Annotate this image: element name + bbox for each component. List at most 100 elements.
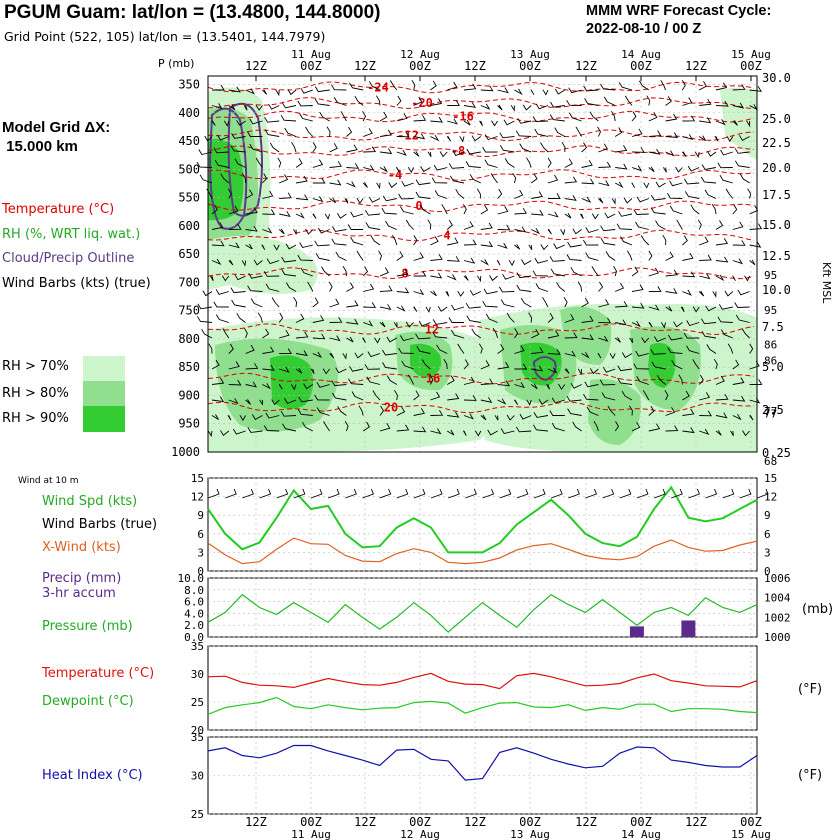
wind-barb: [514, 363, 528, 370]
height-tick-label: 20.0: [762, 161, 791, 175]
surface-wind-barb: [619, 488, 632, 499]
wind-barb: [365, 222, 381, 230]
wind-barb: [230, 145, 246, 153]
wind-barb: [215, 314, 229, 323]
wind-barb: [516, 272, 532, 279]
wind-barb: [255, 157, 263, 168]
wind-barb: [245, 207, 258, 215]
top-hour-label: 12Z: [464, 59, 486, 73]
wind-barb: [446, 219, 453, 230]
wind-barb: [542, 89, 549, 96]
wind-barb: [583, 85, 599, 92]
wind-barb: [393, 322, 398, 328]
wind-barb: [302, 421, 314, 432]
wind-barb: [682, 408, 695, 416]
wind-barb: [284, 127, 297, 137]
wind-barb: [262, 209, 276, 215]
wind-barb: [245, 399, 251, 405]
wind-barb: [547, 330, 560, 339]
wind-barb: [354, 95, 364, 106]
wind-barb: [648, 405, 655, 416]
wind-barb: [744, 275, 751, 282]
wind-barb: [316, 407, 330, 416]
wind-barb: [277, 157, 282, 168]
wind-barb: [382, 349, 397, 356]
wind-barb: [715, 430, 722, 436]
wind-barb: [413, 96, 423, 106]
wind-barb: [379, 304, 392, 310]
wind-barb: [437, 305, 448, 312]
wind-barb: [631, 111, 637, 122]
wind-panel: 15 12 9 6 3 0 15 12 9 6 3 0: [191, 472, 778, 578]
wind-barb: [698, 80, 708, 91]
wind-barb: [504, 158, 515, 168]
wind-barb: [732, 204, 738, 215]
wind-barb: [650, 349, 666, 355]
wind-barb: [621, 390, 633, 401]
wind-barb: [382, 362, 397, 370]
wind-barb: [687, 165, 700, 172]
wind-barb: [581, 142, 588, 153]
wind-barb: [699, 392, 710, 401]
wind-barb: [499, 144, 515, 153]
wind-barb: [430, 116, 443, 123]
wind-barb: [463, 359, 469, 370]
pressure-tick-label: 350: [178, 77, 200, 91]
wind-barb: [665, 425, 679, 432]
wind-barb: [285, 243, 297, 250]
bottom-date-label: 13 Aug: [510, 828, 550, 840]
cloud-outline: [532, 356, 557, 382]
wind-barb: [515, 426, 532, 433]
top-hour-label: 00Z: [300, 59, 322, 73]
wind-barb: [629, 337, 634, 344]
surface-wind-barb: [550, 488, 563, 499]
wind-barb: [749, 86, 762, 92]
surface-wind-barb: [362, 488, 374, 499]
wind-barb: [531, 365, 544, 372]
wind-barb: [425, 306, 431, 313]
wind-barb: [700, 176, 717, 184]
wind-barb: [273, 244, 280, 251]
right-tick-label: 1006: [764, 572, 791, 585]
pressure-tick-label: 600: [178, 219, 200, 233]
wind-barb: [329, 335, 341, 342]
wind-barb: [482, 146, 498, 153]
wind-barb: [480, 378, 494, 385]
wind-barb: [303, 383, 314, 390]
pressure-axis-label: P (mb): [158, 57, 195, 70]
wind-barb: [521, 259, 532, 266]
wind-barb: [715, 220, 724, 230]
wind-barb: [312, 351, 323, 358]
bottom-hour-label: 12Z: [245, 815, 267, 829]
wind-barb: [245, 225, 258, 232]
wind-barb: [503, 119, 515, 126]
wind-barb: [329, 161, 342, 168]
wind-barb: [631, 320, 641, 328]
pressure-tick-label: 400: [178, 106, 200, 120]
wind-barb: [699, 117, 712, 124]
wind-barb: [291, 141, 297, 153]
wind-barb: [376, 95, 381, 106]
wind-barb: [648, 130, 662, 137]
wind-barb: [379, 405, 385, 416]
rh-shade-region: [270, 355, 314, 409]
wind-barb: [324, 213, 331, 220]
right-tick-label: 6: [764, 528, 771, 541]
pressure-tick-label: 700: [178, 275, 200, 289]
left-tick-label: 10.0: [178, 572, 205, 585]
wind-barb: [379, 166, 389, 173]
wind-barb: [480, 103, 491, 110]
wind-barb: [564, 212, 572, 219]
wind-barb: [631, 182, 636, 188]
wind-barb: [720, 149, 733, 156]
wind-barb: [707, 150, 717, 157]
grid-point-subtitle: Grid Point (522, 105) lat/lon = (13.5401…: [4, 29, 326, 44]
wind-barb: [344, 420, 349, 432]
wind-barb: [332, 226, 347, 232]
left-tick-label: 20: [191, 724, 204, 737]
wind-barb: [566, 254, 582, 261]
wind-barb: [215, 289, 229, 295]
wind-barb: [312, 333, 326, 340]
isotherm-line: [207, 145, 755, 158]
